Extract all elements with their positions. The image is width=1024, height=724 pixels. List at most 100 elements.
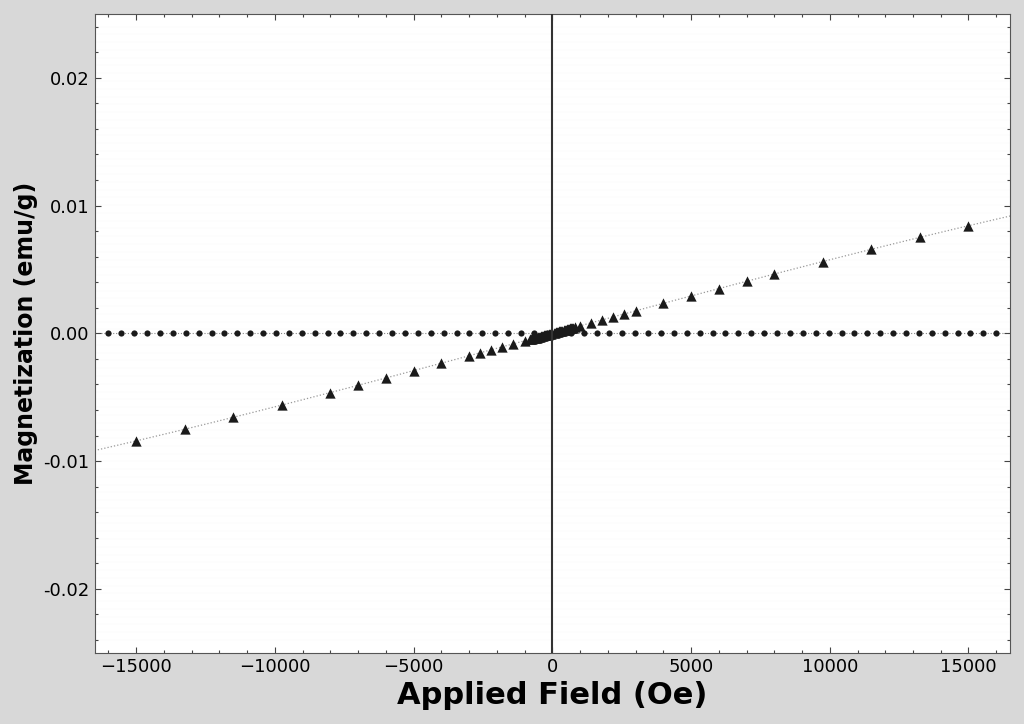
Point — [552, 325, 568, 337]
Point — [516, 335, 532, 347]
Point — [461, 327, 477, 339]
Point — [614, 327, 631, 339]
Point — [961, 220, 977, 232]
Point — [527, 332, 544, 344]
Point — [449, 327, 465, 339]
Point — [730, 327, 746, 339]
Point — [523, 333, 540, 345]
Point — [975, 327, 991, 339]
Point — [756, 327, 772, 339]
X-axis label: Applied Field (Oe): Applied Field (Oe) — [397, 681, 708, 710]
Point — [542, 328, 558, 340]
Point — [963, 327, 979, 339]
Point — [528, 332, 545, 343]
Point — [549, 327, 565, 338]
Point — [679, 327, 695, 339]
Point — [583, 317, 599, 329]
Point — [128, 435, 144, 447]
Point — [461, 350, 477, 361]
Point — [500, 327, 516, 339]
Point — [495, 341, 511, 353]
Point — [242, 327, 258, 339]
Point — [474, 327, 490, 339]
Point — [743, 327, 760, 339]
Point — [505, 338, 521, 350]
Point — [543, 328, 559, 340]
Point — [225, 411, 242, 423]
Point — [988, 327, 1005, 339]
Point — [560, 324, 577, 335]
Point — [371, 327, 387, 339]
Y-axis label: Magnetization (emu/g): Magnetization (emu/g) — [14, 182, 38, 485]
Point — [433, 358, 450, 369]
Point — [565, 321, 582, 333]
Point — [306, 327, 323, 339]
Point — [616, 308, 633, 319]
Point — [333, 327, 349, 339]
Point — [530, 331, 547, 342]
Point — [483, 344, 500, 355]
Point — [113, 327, 129, 339]
Point — [558, 324, 574, 335]
Point — [564, 322, 581, 334]
Point — [937, 327, 953, 339]
Point — [540, 329, 556, 340]
Point — [738, 276, 755, 287]
Point — [683, 290, 699, 302]
Point — [176, 424, 193, 435]
Point — [255, 327, 271, 339]
Point — [949, 327, 966, 339]
Point — [550, 327, 566, 339]
Point — [410, 327, 426, 339]
Point — [553, 325, 569, 337]
Point — [345, 327, 361, 339]
Point — [532, 331, 549, 342]
Point — [594, 314, 610, 326]
Point — [808, 327, 824, 339]
Point — [575, 327, 592, 339]
Point — [911, 232, 928, 243]
Point — [539, 329, 555, 341]
Point — [898, 327, 914, 339]
Point — [546, 327, 562, 339]
Point — [525, 327, 542, 339]
Point — [846, 327, 862, 339]
Point — [472, 347, 488, 358]
Point — [281, 327, 297, 339]
Point — [815, 256, 831, 267]
Point — [435, 327, 452, 339]
Point — [229, 327, 246, 339]
Point — [323, 387, 339, 398]
Point — [358, 327, 375, 339]
Point — [126, 327, 142, 339]
Point — [548, 327, 564, 338]
Point — [524, 333, 541, 345]
Point — [705, 327, 721, 339]
Point — [820, 327, 837, 339]
Point — [872, 327, 889, 339]
Point — [100, 327, 117, 339]
Point — [487, 327, 504, 339]
Point — [550, 326, 566, 337]
Point — [766, 268, 782, 279]
Point — [384, 327, 400, 339]
Point — [273, 399, 290, 411]
Point — [551, 326, 567, 337]
Point — [423, 327, 439, 339]
Point — [539, 327, 555, 339]
Point — [152, 327, 168, 339]
Point — [910, 327, 927, 339]
Point — [859, 327, 876, 339]
Point — [556, 324, 572, 336]
Point — [268, 327, 285, 339]
Point — [666, 327, 682, 339]
Point — [863, 243, 880, 255]
Point — [190, 327, 207, 339]
Point — [204, 327, 220, 339]
Point — [601, 327, 617, 339]
Point — [562, 327, 579, 339]
Point — [571, 320, 588, 332]
Point — [177, 327, 194, 339]
Point — [781, 327, 798, 339]
Point — [834, 327, 850, 339]
